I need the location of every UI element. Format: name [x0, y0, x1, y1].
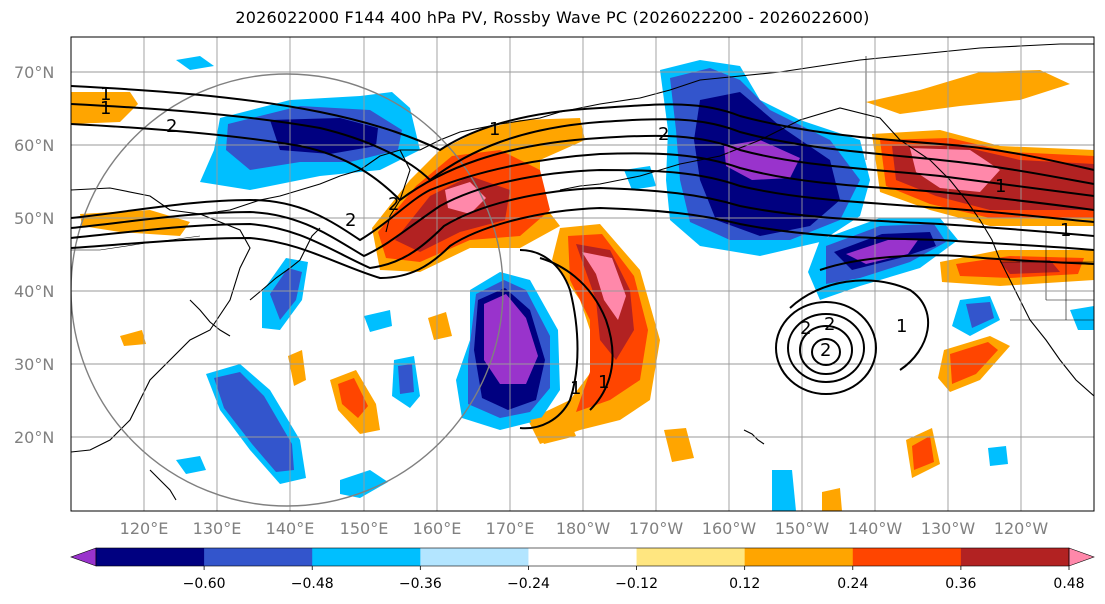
lon-label: 120°W — [994, 519, 1049, 538]
colorbar-extend-high — [1069, 548, 1094, 566]
lat-label: 40°N — [14, 282, 54, 301]
colorbar-tick-label: 0.12 — [729, 576, 760, 592]
longitude-axis: 120°E 130°E 140°E 150°E 160°E 170°E 180°… — [120, 519, 1049, 538]
colorbar-extend-low — [71, 548, 96, 566]
pv-anomaly-positive — [822, 488, 842, 511]
colorbar-tick-label: −0.12 — [615, 576, 658, 592]
lon-label: 150°E — [340, 519, 389, 538]
lat-label: 60°N — [14, 136, 54, 155]
contour-label: 1 — [995, 176, 1006, 197]
colorbar-swatch — [853, 548, 962, 566]
contour-label: 2 — [345, 210, 356, 231]
colorbar-swatch — [420, 548, 529, 566]
lat-label: 20°N — [14, 428, 54, 447]
lon-label: 160°W — [702, 519, 757, 538]
colorbar-tick-label: 0.36 — [945, 576, 976, 592]
lon-label: 130°E — [193, 519, 242, 538]
lon-label: 140°W — [848, 519, 903, 538]
colorbar-swatch — [961, 548, 1070, 566]
colorbar-swatch — [745, 548, 854, 566]
pv-anomaly-negative — [772, 470, 796, 511]
contour-label: 1 — [598, 372, 609, 393]
colorbar-swatch — [312, 548, 421, 566]
latitude-axis: 70°N 60°N 50°N 40°N 30°N 20°N — [14, 63, 54, 447]
contour-label: 2 — [166, 116, 177, 137]
colorbar-swatch — [96, 548, 205, 566]
lon-label: 120°E — [120, 519, 169, 538]
contour-label: 1 — [896, 316, 907, 337]
contour-label: 2 — [388, 194, 399, 215]
colorbar-tick-label: −0.24 — [507, 576, 550, 592]
colorbar-tick-label: 0.24 — [837, 576, 868, 592]
lat-label: 50°N — [14, 209, 54, 228]
lon-label: 160°E — [413, 519, 462, 538]
pv-anomaly-negative — [398, 364, 414, 394]
contour-label: 2 — [824, 314, 835, 335]
lon-label: 170°W — [629, 519, 684, 538]
lon-label: 140°E — [266, 519, 315, 538]
colorbar-tick-label: −0.36 — [399, 576, 442, 592]
lat-label: 30°N — [14, 355, 54, 374]
lon-label: 130°W — [921, 519, 976, 538]
colorbar-tick-label: −0.48 — [291, 576, 334, 592]
contour-label: 2 — [800, 318, 811, 339]
colorbar-tick-label: 0.48 — [1053, 576, 1084, 592]
colorbar-swatch — [637, 548, 746, 566]
contour-label: 1 — [100, 98, 111, 119]
lon-label: 150°W — [775, 519, 830, 538]
lat-label: 70°N — [14, 63, 54, 82]
colorbar-swatch — [204, 548, 313, 566]
contour-label: 2 — [820, 340, 831, 361]
contour-label: 1 — [1060, 220, 1071, 241]
contour-label: 1 — [570, 378, 581, 399]
contour-label: 1 — [489, 119, 500, 140]
colorbar: −0.60 −0.48 −0.36 −0.24 −0.12 0.12 0.24 0.36 0.4… — [71, 548, 1105, 592]
lon-label: 170°E — [486, 519, 535, 538]
pv-anomaly-negative — [988, 446, 1008, 466]
contour-label: 2 — [658, 124, 669, 145]
colorbar-swatch — [528, 548, 637, 566]
colorbar-tick-label: −0.60 — [183, 576, 226, 592]
lon-label: 180°W — [556, 519, 611, 538]
